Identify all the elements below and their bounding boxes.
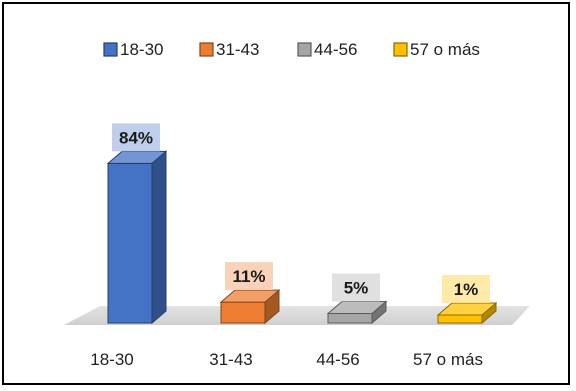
data-label-31-43: 11% <box>225 262 273 291</box>
data-label-44-56: 5% <box>332 273 380 302</box>
bars-group <box>106 150 498 325</box>
data-label-box-44-56 <box>332 273 380 302</box>
x-tick-label-18-30: 18-30 <box>90 350 133 369</box>
bar-top-57-o-m-s <box>436 302 498 316</box>
legend-label-57-o-m-s: 57 o más <box>410 40 480 59</box>
x-tick-label-31-43: 31-43 <box>209 350 252 369</box>
legend-swatch-18-30 <box>103 42 118 57</box>
bar-57-o-m-s <box>436 301 498 325</box>
legend-label-44-56: 44-56 <box>314 40 357 59</box>
bar-18-30 <box>106 150 168 325</box>
legend-item-31-43: 31-43 <box>199 40 259 59</box>
legend-swatch-31-43 <box>199 42 214 57</box>
bar-front-44-56 <box>327 313 373 324</box>
data-label-box-57-o-m-s <box>442 275 490 303</box>
chart-floor <box>64 306 530 325</box>
bar-31-43 <box>219 289 281 325</box>
legend-item-57-o-m-s: 57 o más <box>393 40 480 59</box>
bar-front-31-43 <box>220 301 266 324</box>
data-label-57-o-m-s: 1% <box>442 275 490 303</box>
data-label-box-18-30 <box>112 123 160 152</box>
legend-label-18-30: 18-30 <box>120 40 163 59</box>
x-tick-label-57-o-m-s: 57 o más <box>413 350 483 369</box>
bar-top-44-56 <box>326 301 388 314</box>
bar-side-18-30 <box>151 150 167 325</box>
data-label-text-57-o-m-s: 1% <box>454 280 479 299</box>
bar-top-31-43 <box>219 289 281 303</box>
legend-swatch-57-o-m-s <box>393 42 408 57</box>
x-tick-label-44-56: 44-56 <box>316 350 359 369</box>
legend-item-18-30: 18-30 <box>103 40 163 59</box>
data-labels-group: 84% 11% 5% 1% <box>112 123 490 303</box>
legend-swatch-44-56 <box>297 42 312 57</box>
legend: 18-30 31-43 44-56 57 o más <box>103 40 480 59</box>
data-label-text-31-43: 11% <box>232 267 265 286</box>
bar-front-57-o-m-s <box>437 314 483 324</box>
data-label-text-18-30: 84% <box>119 128 153 147</box>
legend-label-31-43: 31-43 <box>216 40 259 59</box>
x-axis-labels: 18-30 31-43 44-56 57 o más <box>90 350 483 369</box>
legend-item-44-56: 44-56 <box>297 40 357 59</box>
data-label-box-31-43 <box>225 262 273 291</box>
bar-front-18-30 <box>107 162 153 324</box>
data-label-text-44-56: 5% <box>344 279 369 298</box>
data-label-18-30: 84% <box>112 123 160 152</box>
bar-top-18-30 <box>106 150 168 164</box>
bar-44-56 <box>326 300 388 325</box>
